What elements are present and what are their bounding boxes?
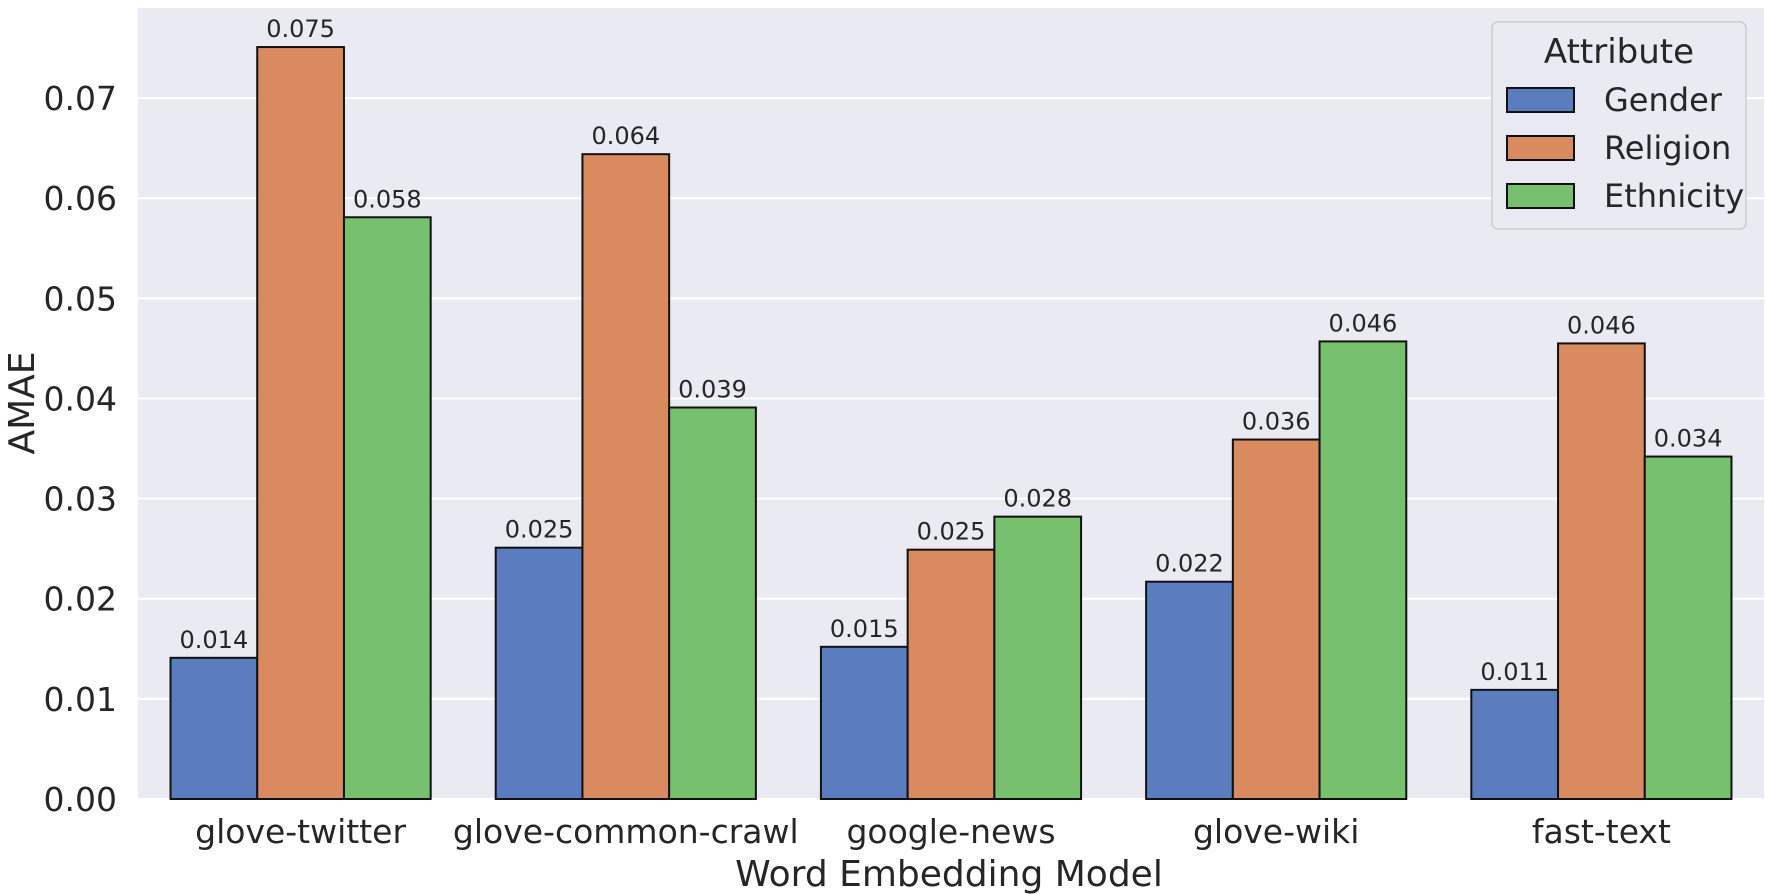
bar-value-label: 0.014: [180, 626, 249, 654]
bar-ethnicity-glove-wiki: [1318, 340, 1408, 800]
x-tick-label: glove-wiki: [1193, 812, 1359, 851]
bar-religion-glove-common-crawl: [581, 153, 671, 800]
legend-swatch-gender: [1506, 87, 1575, 113]
bar-value-label: 0.015: [830, 615, 899, 643]
legend-label-gender: Gender: [1604, 81, 1723, 119]
legend-swatch-ethnicity: [1506, 183, 1575, 209]
bar-value-labels: 0.014 0.075 0.058 0.025 0.064 0.039 0.015 0.025…: [180, 15, 1723, 686]
bar-value-label: 0.025: [917, 518, 986, 546]
bar-value-label: 0.034: [1654, 425, 1723, 453]
legend: Attribute Gender Religion Ethnicity: [1491, 21, 1747, 230]
x-tick-label: fast-text: [1532, 812, 1671, 851]
bar-ethnicity-glove-twitter: [342, 216, 432, 800]
legend-title: Attribute: [1544, 32, 1694, 72]
bar-value-label: 0.058: [353, 185, 422, 213]
y-axis-title: AMAE: [2, 351, 43, 454]
bar-value-label: 0.036: [1242, 408, 1311, 436]
bar-religion-google-news: [906, 548, 996, 800]
bar-value-label: 0.011: [1480, 658, 1549, 686]
y-tick-label: 0.06: [44, 179, 117, 218]
y-tick-label: 0.04: [44, 379, 117, 418]
y-tick-label: 0.07: [44, 79, 117, 118]
bar-gender-glove-common-crawl: [494, 546, 584, 800]
legend-swatch-religion: [1506, 135, 1575, 161]
x-axis-title: Word Embedding Model: [735, 854, 1163, 894]
bar-gender-fast-text: [1470, 688, 1560, 800]
bar-ethnicity-google-news: [993, 515, 1083, 801]
bar-religion-glove-twitter: [256, 46, 345, 800]
legend-label-religion: Religion: [1604, 129, 1731, 167]
bar-value-label: 0.028: [1003, 485, 1072, 513]
bars: [169, 46, 1733, 801]
bar-value-label: 0.039: [678, 376, 747, 404]
bar-value-label: 0.022: [1155, 550, 1224, 578]
bar-value-label: 0.064: [591, 122, 660, 150]
bar-value-label: 0.025: [505, 516, 574, 544]
bar-religion-fast-text: [1557, 342, 1646, 800]
bar-value-label: 0.046: [1567, 311, 1636, 339]
y-tick-label: 0.03: [44, 480, 117, 519]
bar-value-label: 0.075: [266, 15, 335, 43]
x-tick-label: glove-common-crawl: [453, 812, 799, 851]
y-tick-label: 0.02: [44, 580, 117, 619]
bar-gender-glove-wiki: [1145, 580, 1234, 801]
x-tick-labels: glove-twitter glove-common-crawl google-ne…: [195, 812, 1671, 851]
y-tick-label: 0.00: [44, 780, 117, 819]
bar-gender-google-news: [819, 645, 909, 801]
y-tick-labels: 0.00 0.01 0.02 0.03 0.04 0.05 0.06 0.07: [44, 79, 117, 819]
y-tick-label: 0.01: [44, 680, 117, 719]
legend-box: [1491, 21, 1747, 230]
bar-religion-glove-wiki: [1231, 438, 1321, 800]
bar-ethnicity-fast-text: [1643, 455, 1733, 800]
x-tick-label: glove-twitter: [195, 812, 406, 851]
bar-ethnicity-glove-common-crawl: [668, 406, 757, 800]
legend-label-ethnicity: Ethnicity: [1604, 177, 1744, 215]
bar-gender-glove-twitter: [169, 656, 259, 801]
y-tick-label: 0.05: [44, 279, 117, 318]
x-tick-label: google-news: [846, 812, 1055, 851]
bar-value-label: 0.046: [1329, 309, 1398, 337]
